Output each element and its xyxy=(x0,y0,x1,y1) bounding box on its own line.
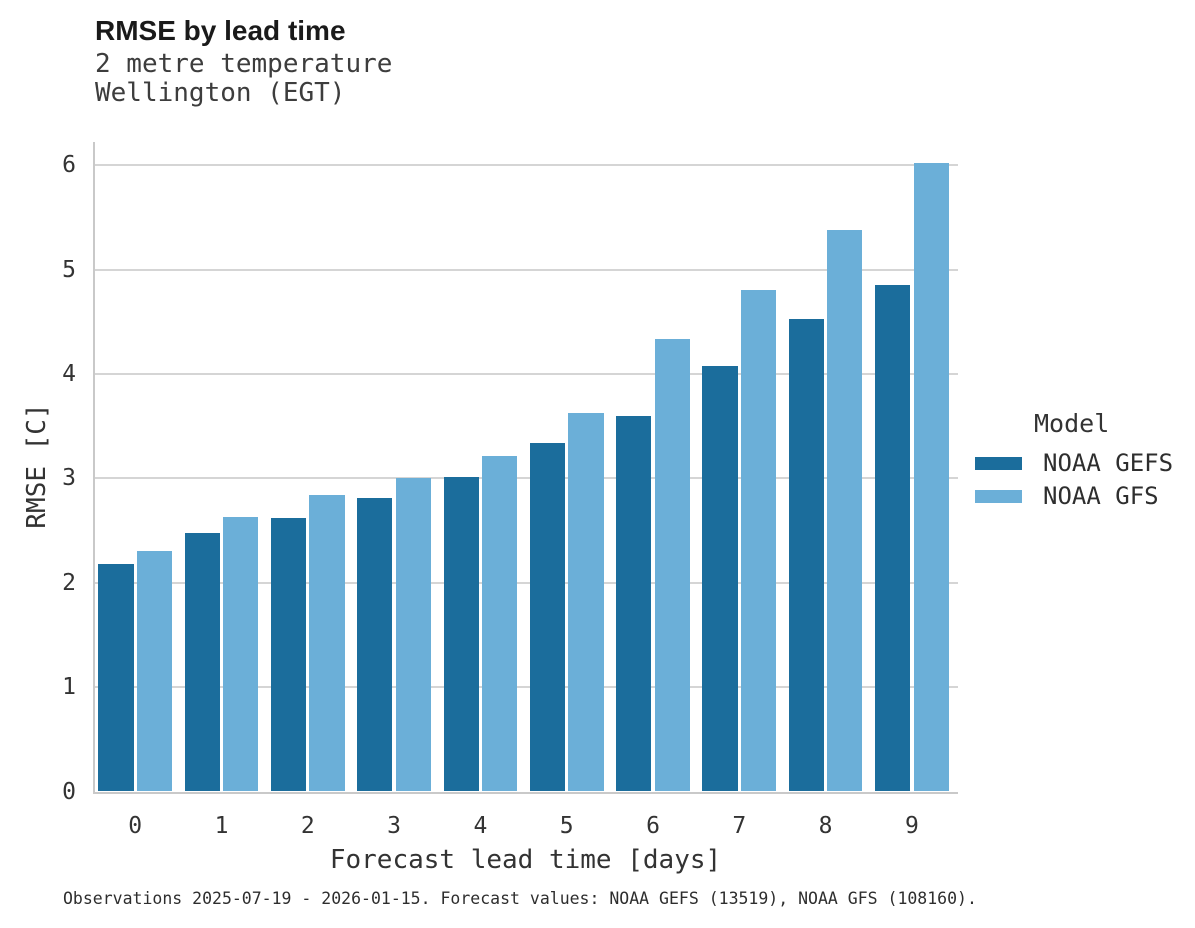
x-tick-label-8: 8 xyxy=(818,813,833,839)
gridline-y-4 xyxy=(95,372,958,375)
y-tick-label-3: 3 xyxy=(62,465,76,492)
legend-swatch-noaa-gfs xyxy=(975,489,1022,503)
gridline-y-6 xyxy=(95,164,958,167)
y-axis-title: RMSE [C] xyxy=(22,403,52,529)
legend-item-noaa-gefs: NOAA GEFS xyxy=(975,450,1185,476)
bar-noaa-gefs-lead-5 xyxy=(529,442,566,792)
x-tick-label-9: 9 xyxy=(904,813,919,839)
x-tick-label-3: 3 xyxy=(387,813,402,839)
bar-noaa-gfs-lead-0 xyxy=(136,551,173,792)
bar-noaa-gefs-lead-8 xyxy=(788,318,824,792)
y-axis-line xyxy=(93,142,96,794)
x-tick-label-6: 6 xyxy=(646,813,660,839)
chart-subtitle-variable: 2 metre temperature xyxy=(95,49,393,79)
chart-subtitle-location: Wellington (EGT) xyxy=(95,78,346,108)
y-tick-label-5: 5 xyxy=(62,256,76,283)
y-tick-label-2: 2 xyxy=(62,569,76,596)
x-tick-label-4: 4 xyxy=(473,813,488,839)
x-tick-label-5: 5 xyxy=(559,813,574,839)
legend-item-noaa-gfs: NOAA GFS xyxy=(975,483,1185,509)
chart-title: RMSE by lead time xyxy=(95,15,346,46)
x-tick-label-2: 2 xyxy=(300,813,315,839)
bar-noaa-gefs-lead-9 xyxy=(875,285,911,792)
x-axis-title: Forecast lead time [days] xyxy=(329,845,722,875)
bar-noaa-gefs-lead-7 xyxy=(702,365,738,792)
bar-noaa-gfs-lead-1 xyxy=(223,516,259,792)
bar-noaa-gefs-lead-2 xyxy=(270,517,307,792)
x-tick-label-7: 7 xyxy=(732,813,747,839)
bar-noaa-gfs-lead-6 xyxy=(654,339,690,792)
x-axis-line xyxy=(93,791,958,794)
legend-label-noaa-gfs: NOAA GFS xyxy=(1043,482,1159,510)
bar-noaa-gfs-lead-2 xyxy=(309,495,345,792)
x-tick-label-0: 0 xyxy=(128,813,143,839)
legend-swatch-noaa-gefs xyxy=(975,456,1022,470)
y-tick-label-0: 0 xyxy=(62,778,76,805)
gridline-y-1 xyxy=(95,686,958,689)
y-tick-label-6: 6 xyxy=(62,152,76,179)
bar-noaa-gfs-lead-9 xyxy=(913,163,949,792)
gridline-y-2 xyxy=(95,581,958,584)
bar-noaa-gfs-lead-7 xyxy=(740,290,777,792)
legend-label-noaa-gefs: NOAA GEFS xyxy=(1043,449,1174,477)
bar-noaa-gfs-lead-5 xyxy=(568,412,604,792)
bar-noaa-gefs-lead-4 xyxy=(443,477,479,792)
bar-noaa-gfs-lead-3 xyxy=(395,478,431,792)
bar-noaa-gefs-lead-3 xyxy=(357,498,393,792)
bar-noaa-gfs-lead-4 xyxy=(482,456,518,792)
gridline-y-3 xyxy=(95,477,958,480)
bar-noaa-gefs-lead-1 xyxy=(184,532,220,792)
bar-noaa-gefs-lead-6 xyxy=(616,415,652,792)
bar-noaa-gfs-lead-8 xyxy=(827,229,863,792)
x-tick-label-1: 1 xyxy=(214,813,229,839)
y-tick-label-4: 4 xyxy=(62,360,76,387)
y-tick-label-1: 1 xyxy=(62,674,76,701)
legend-title: Model xyxy=(1034,409,1110,438)
gridline-y-5 xyxy=(95,268,958,271)
legend: Model NOAA GEFS NOAA GFS xyxy=(975,410,1185,509)
bar-noaa-gefs-lead-0 xyxy=(98,563,134,792)
caption: Observations 2025-07-19 - 2026-01-15. Fo… xyxy=(63,889,977,908)
